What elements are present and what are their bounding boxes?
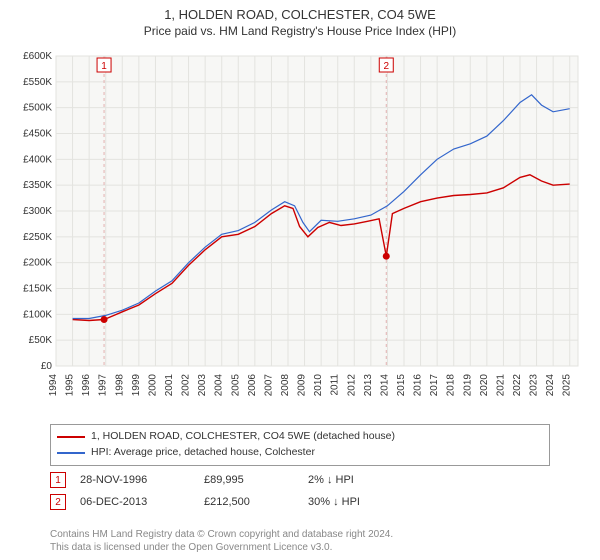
event-delta: 30% ↓ HPI	[308, 496, 418, 508]
legend-row: HPI: Average price, detached house, Colc…	[57, 445, 543, 461]
svg-text:2006: 2006	[247, 374, 258, 397]
legend-row: 1, HOLDEN ROAD, COLCHESTER, CO4 5WE (det…	[57, 429, 543, 445]
page-subtitle: Price paid vs. HM Land Registry's House …	[0, 24, 600, 42]
footnote-line: Contains HM Land Registry data © Crown c…	[50, 528, 570, 541]
footnote: Contains HM Land Registry data © Crown c…	[50, 528, 570, 554]
svg-text:2005: 2005	[230, 374, 241, 397]
svg-text:2003: 2003	[197, 374, 208, 397]
svg-text:2009: 2009	[297, 374, 308, 397]
page-title: 1, HOLDEN ROAD, COLCHESTER, CO4 5WE	[0, 0, 600, 24]
svg-text:2025: 2025	[562, 374, 573, 397]
svg-text:2013: 2013	[363, 374, 374, 397]
svg-text:1994: 1994	[48, 374, 59, 397]
legend-label: 1, HOLDEN ROAD, COLCHESTER, CO4 5WE (det…	[91, 429, 395, 445]
svg-text:2008: 2008	[280, 374, 291, 397]
event-date: 06-DEC-2013	[80, 496, 190, 508]
svg-text:2016: 2016	[413, 374, 424, 397]
svg-text:2015: 2015	[396, 374, 407, 397]
svg-text:2023: 2023	[529, 374, 540, 397]
svg-text:£600K: £600K	[23, 51, 52, 62]
legend-label: HPI: Average price, detached house, Colc…	[91, 445, 315, 461]
legend-swatch-price-paid	[57, 436, 85, 438]
svg-text:2018: 2018	[446, 374, 457, 397]
svg-text:1999: 1999	[131, 374, 142, 397]
svg-text:2024: 2024	[545, 374, 556, 397]
svg-text:1996: 1996	[81, 374, 92, 397]
event-marker-icon: 2	[50, 494, 66, 510]
legend-swatch-hpi	[57, 452, 85, 454]
event-row: 2 06-DEC-2013 £212,500 30% ↓ HPI	[50, 494, 550, 510]
svg-text:2001: 2001	[164, 374, 175, 397]
svg-text:2000: 2000	[147, 374, 158, 397]
svg-text:1997: 1997	[98, 374, 109, 397]
svg-text:2010: 2010	[313, 374, 324, 397]
svg-text:£350K: £350K	[23, 180, 52, 191]
svg-text:2004: 2004	[214, 374, 225, 397]
svg-text:£300K: £300K	[23, 206, 52, 217]
svg-text:£0: £0	[41, 361, 53, 372]
footnote-line: This data is licensed under the Open Gov…	[50, 541, 570, 554]
svg-text:2002: 2002	[181, 374, 192, 397]
event-delta: 2% ↓ HPI	[308, 474, 418, 486]
chart-svg: £0 £50K £100K £150K £200K £250K £300K £350K £400…	[10, 48, 590, 418]
svg-text:£500K: £500K	[23, 103, 52, 114]
svg-text:1: 1	[101, 61, 107, 72]
svg-text:£550K: £550K	[23, 77, 52, 88]
svg-text:2012: 2012	[346, 374, 357, 397]
legend: 1, HOLDEN ROAD, COLCHESTER, CO4 5WE (det…	[50, 424, 550, 466]
svg-text:2017: 2017	[429, 374, 440, 397]
svg-text:1998: 1998	[114, 374, 125, 397]
svg-text:2021: 2021	[495, 374, 506, 397]
svg-text:£200K: £200K	[23, 258, 52, 269]
svg-text:2019: 2019	[462, 374, 473, 397]
svg-text:£400K: £400K	[23, 154, 52, 165]
svg-text:2014: 2014	[379, 374, 390, 397]
svg-text:2020: 2020	[479, 374, 490, 397]
svg-text:2011: 2011	[330, 374, 341, 396]
price-chart: £0 £50K £100K £150K £200K £250K £300K £350K £400…	[10, 48, 590, 418]
event-marker-icon: 1	[50, 472, 66, 488]
event-price: £212,500	[204, 496, 294, 508]
svg-text:£150K: £150K	[23, 284, 52, 295]
svg-text:2: 2	[383, 61, 389, 72]
svg-text:£50K: £50K	[29, 335, 53, 346]
event-date: 28-NOV-1996	[80, 474, 190, 486]
svg-text:1995: 1995	[65, 374, 76, 397]
svg-text:£250K: £250K	[23, 232, 52, 243]
svg-text:2022: 2022	[512, 374, 523, 397]
event-row: 1 28-NOV-1996 £89,995 2% ↓ HPI	[50, 472, 550, 488]
svg-text:£450K: £450K	[23, 129, 52, 140]
sale-events: 1 28-NOV-1996 £89,995 2% ↓ HPI 2 06-DEC-…	[50, 466, 550, 510]
svg-text:2007: 2007	[263, 374, 274, 397]
event-price: £89,995	[204, 474, 294, 486]
svg-text:£100K: £100K	[23, 309, 52, 320]
